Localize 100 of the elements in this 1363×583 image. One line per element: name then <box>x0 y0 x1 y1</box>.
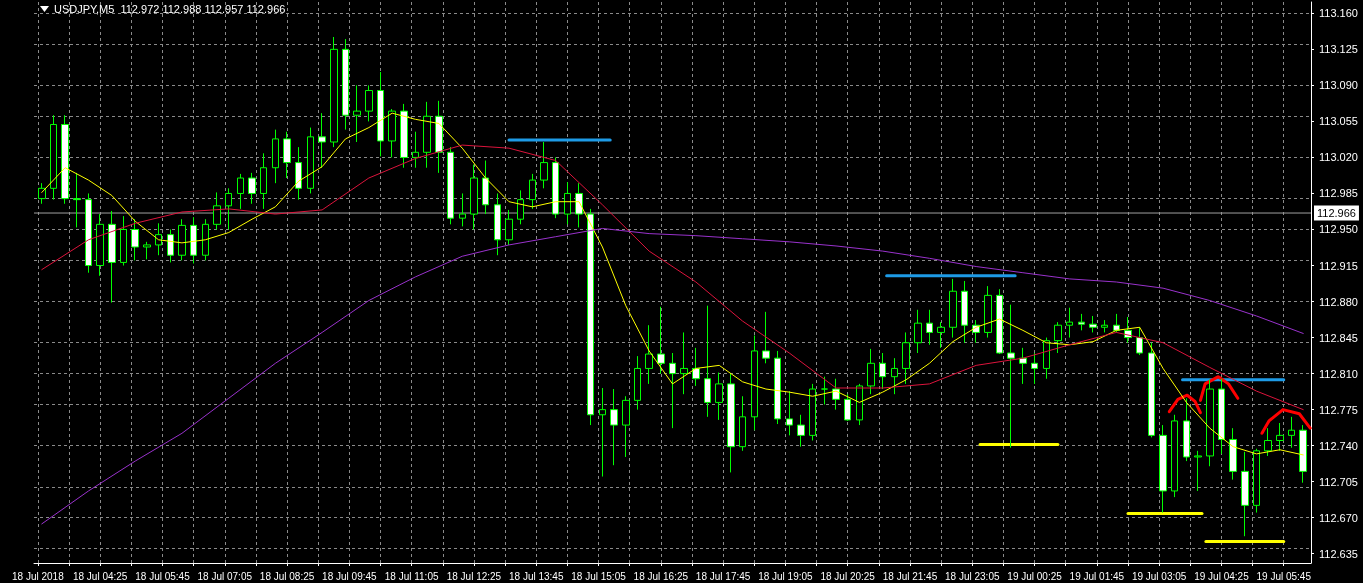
candlestick <box>50 114 57 201</box>
x-tick-label: 19 Jul 05:45 <box>1256 570 1312 582</box>
candlestick <box>832 378 840 411</box>
candlestick <box>1159 424 1167 514</box>
candlestick <box>225 187 232 230</box>
candlestick <box>96 213 104 277</box>
candlestick <box>1089 315 1097 333</box>
candlestick <box>844 393 851 422</box>
y-tick-label: 112.740 <box>1319 439 1358 452</box>
candlestick <box>365 84 373 122</box>
y-tick-label: 112.845 <box>1319 331 1358 344</box>
ref-line-label: 112.966 <box>1317 207 1356 220</box>
candlestick <box>1113 313 1120 333</box>
candlestick <box>575 182 583 228</box>
candlestick <box>540 141 548 189</box>
line-series <box>1260 408 1312 435</box>
candlestick <box>599 387 606 478</box>
line-series <box>1198 375 1240 402</box>
candlestick <box>272 129 279 184</box>
x-tick-label: 19 Jul 01:45 <box>1069 570 1125 582</box>
candlestick <box>1264 427 1272 457</box>
x-tick-label: 18 Jul 08:25 <box>259 570 315 582</box>
candlestick <box>680 331 688 395</box>
candlestick <box>739 395 746 452</box>
candlestick <box>260 152 267 210</box>
candlestick <box>1183 397 1190 462</box>
y-tick-label: 112.775 <box>1319 403 1358 416</box>
candlestick <box>38 182 46 205</box>
candlestick <box>949 278 957 339</box>
candlestick <box>213 191 221 230</box>
candlestick <box>505 209 513 246</box>
candlestick <box>774 350 781 425</box>
candlestick <box>1031 352 1038 385</box>
candlestick <box>1218 378 1225 455</box>
candlestick <box>1206 379 1214 467</box>
y-tick-label: 113.160 <box>1319 7 1358 20</box>
x-tick-label: 18 Jul 13:45 <box>508 570 564 582</box>
x-tick-label: 18 Jul 12:25 <box>446 570 502 582</box>
x-tick-label: 18 Jul 04:25 <box>72 570 128 582</box>
candlestick <box>1054 321 1062 354</box>
line-series <box>41 144 1304 411</box>
candlestick <box>459 192 466 227</box>
candlestick <box>902 331 910 385</box>
candlestick <box>342 38 349 131</box>
candlestick <box>715 372 723 421</box>
y-tick-label: 112.705 <box>1319 475 1358 488</box>
candlestick <box>564 181 571 225</box>
x-tick-label: 18 Jul 19:05 <box>758 570 814 582</box>
candlestick <box>1078 313 1085 331</box>
x-tick-label: 18 Jul 20:25 <box>820 570 876 582</box>
x-tick-label: 18 Jul 07:05 <box>197 570 253 582</box>
candlestick <box>879 352 886 390</box>
candlestick <box>447 146 454 225</box>
candlestick <box>412 131 419 169</box>
candlestick <box>891 357 898 395</box>
candlestick <box>307 127 314 194</box>
candlestick <box>143 241 151 260</box>
candlestick <box>470 164 478 230</box>
candlestick <box>108 210 116 304</box>
y-tick-label: 112.810 <box>1319 367 1358 380</box>
candlestick <box>85 192 92 274</box>
candlestick <box>295 146 302 201</box>
line-series <box>1167 393 1202 415</box>
candlestick <box>1276 422 1284 452</box>
x-tick-label: 18 Jul 05:45 <box>135 570 191 582</box>
x-tick-label: 19 Jul 00:25 <box>1007 570 1063 582</box>
candlestick <box>61 114 69 205</box>
candlestick <box>190 216 197 264</box>
candlestick <box>283 131 291 179</box>
x-tick-label: 19 Jul 04:25 <box>1194 570 1250 582</box>
y-tick-label: 112.915 <box>1319 259 1358 272</box>
candlestick <box>1066 307 1073 339</box>
candlestick <box>388 108 396 158</box>
y-tick-label: 112.635 <box>1319 547 1358 560</box>
y-tick-label: 112.880 <box>1319 295 1358 308</box>
x-tick-label: 18 Jul 2018 <box>12 570 65 582</box>
candlestick <box>330 36 338 148</box>
candlestick <box>237 173 244 210</box>
candlestick <box>202 218 209 261</box>
candlestick <box>692 347 700 387</box>
candlestick <box>1253 448 1260 514</box>
candlestick <box>622 395 630 458</box>
x-tick-label: 18 Jul 11:05 <box>384 570 439 582</box>
candlestick <box>1136 326 1143 356</box>
candlestick <box>751 335 758 431</box>
candlestick <box>727 373 735 473</box>
y-tick-label: 113.090 <box>1319 79 1358 92</box>
candlestick <box>1007 304 1015 449</box>
candlestick <box>167 228 174 263</box>
candlestick <box>704 305 711 418</box>
candlestick <box>914 309 922 354</box>
candlestick <box>961 280 968 344</box>
x-tick-label: 18 Jul 17:45 <box>695 570 751 582</box>
candlestick <box>645 324 653 385</box>
candlestick <box>435 100 443 174</box>
candlestick <box>552 156 559 219</box>
candlestick <box>797 414 805 448</box>
line-series <box>41 227 1304 525</box>
line-series <box>41 112 1304 456</box>
candlestick <box>610 388 618 466</box>
